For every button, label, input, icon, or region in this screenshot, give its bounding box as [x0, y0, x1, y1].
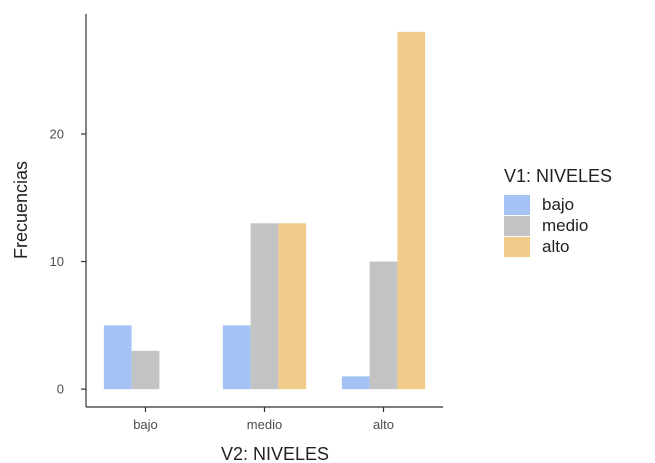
legend-title: V1: NIVELES: [504, 166, 612, 186]
legend: V1: NIVELES bajo medio alto: [504, 166, 612, 257]
legend-label-bajo: bajo: [542, 195, 574, 214]
bars-layer: [103, 31, 426, 390]
y-tick-label: 0: [57, 382, 64, 397]
bar-alto-medio: [369, 261, 398, 390]
x-tick-label: alto: [373, 417, 394, 432]
x-axis-title: V2: NIVELES: [221, 444, 329, 463]
x-tick-label: medio: [247, 417, 282, 432]
legend-label-medio: medio: [542, 216, 588, 235]
legend-key-alto: [504, 237, 530, 257]
bar-medio-medio: [250, 223, 279, 390]
x-tick-label: bajo: [133, 417, 158, 432]
bar-bajo-bajo: [103, 325, 132, 390]
y-tick-label: 20: [50, 126, 64, 141]
y-axis-title: Frecuencias: [11, 161, 31, 259]
legend-label-alto: alto: [542, 237, 569, 256]
legend-key-bajo: [504, 195, 530, 215]
ticks-layer: bajo medio alto 0 10 20: [50, 126, 394, 432]
legend-key-medio: [504, 216, 530, 236]
bar-alto-alto: [397, 31, 426, 390]
bar-alto-bajo: [341, 376, 370, 390]
bar-medio-bajo: [222, 325, 251, 390]
legend-items: bajo medio alto: [504, 195, 588, 257]
bar-medio-alto: [278, 223, 307, 390]
bar-bajo-medio: [131, 350, 160, 390]
y-tick-label: 10: [50, 254, 64, 269]
